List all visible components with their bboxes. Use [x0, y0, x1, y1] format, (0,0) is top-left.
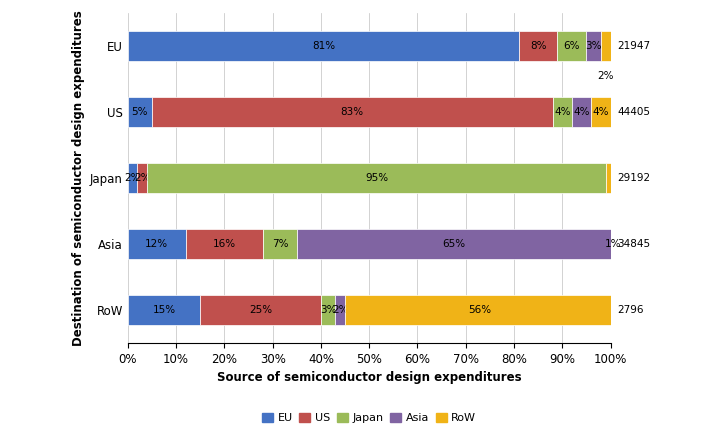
Bar	[335, 295, 345, 325]
Bar	[263, 229, 297, 259]
Text: 8%: 8%	[530, 41, 547, 51]
Bar	[601, 31, 611, 61]
Bar	[128, 229, 186, 259]
Text: 44405: 44405	[618, 107, 650, 117]
Bar	[557, 31, 586, 61]
Text: 25%: 25%	[249, 305, 272, 315]
Bar	[321, 295, 335, 325]
Text: 34845: 34845	[618, 239, 650, 249]
Bar	[345, 295, 616, 325]
Text: 6%: 6%	[564, 41, 580, 51]
Text: 65%: 65%	[442, 239, 465, 249]
Text: 3%: 3%	[320, 305, 337, 315]
Text: 2%: 2%	[598, 71, 614, 81]
Text: 1%: 1%	[605, 239, 621, 249]
Text: 29192: 29192	[618, 173, 650, 183]
Bar	[611, 229, 616, 259]
Text: 4%: 4%	[554, 107, 571, 117]
Legend: EU, US, Japan, Asia, RoW: EU, US, Japan, Asia, RoW	[258, 408, 481, 428]
Text: 16%: 16%	[213, 239, 236, 249]
Text: 21947: 21947	[618, 41, 650, 51]
Text: 83%: 83%	[341, 107, 364, 117]
Text: 2%: 2%	[124, 173, 141, 183]
Bar	[572, 97, 591, 127]
Bar	[147, 163, 606, 193]
Bar	[586, 31, 601, 61]
Y-axis label: Destination of semiconductor design expenditures: Destination of semiconductor design expe…	[72, 10, 84, 346]
X-axis label: Source of semiconductor design expenditures: Source of semiconductor design expenditu…	[217, 371, 522, 385]
Text: 4%: 4%	[593, 107, 609, 117]
Bar	[591, 97, 611, 127]
Text: 56%: 56%	[469, 305, 492, 315]
Text: 4%: 4%	[574, 107, 590, 117]
Text: 5%: 5%	[131, 107, 148, 117]
Text: 2%: 2%	[134, 173, 151, 183]
Bar	[152, 97, 552, 127]
Bar	[128, 97, 152, 127]
Text: 2%: 2%	[332, 305, 349, 315]
Bar	[138, 163, 147, 193]
Text: 81%: 81%	[312, 41, 335, 51]
Text: 95%: 95%	[365, 173, 388, 183]
Bar	[128, 163, 138, 193]
Text: 15%: 15%	[153, 305, 175, 315]
Bar	[128, 295, 200, 325]
Bar	[186, 229, 263, 259]
Text: 7%: 7%	[272, 239, 288, 249]
Text: 2796: 2796	[618, 305, 644, 315]
Text: 3%: 3%	[586, 41, 602, 51]
Bar	[552, 97, 572, 127]
Text: 12%: 12%	[146, 239, 168, 249]
Bar	[606, 163, 611, 193]
Bar	[128, 31, 519, 61]
Bar	[297, 229, 611, 259]
Bar	[200, 295, 321, 325]
Bar	[519, 31, 557, 61]
